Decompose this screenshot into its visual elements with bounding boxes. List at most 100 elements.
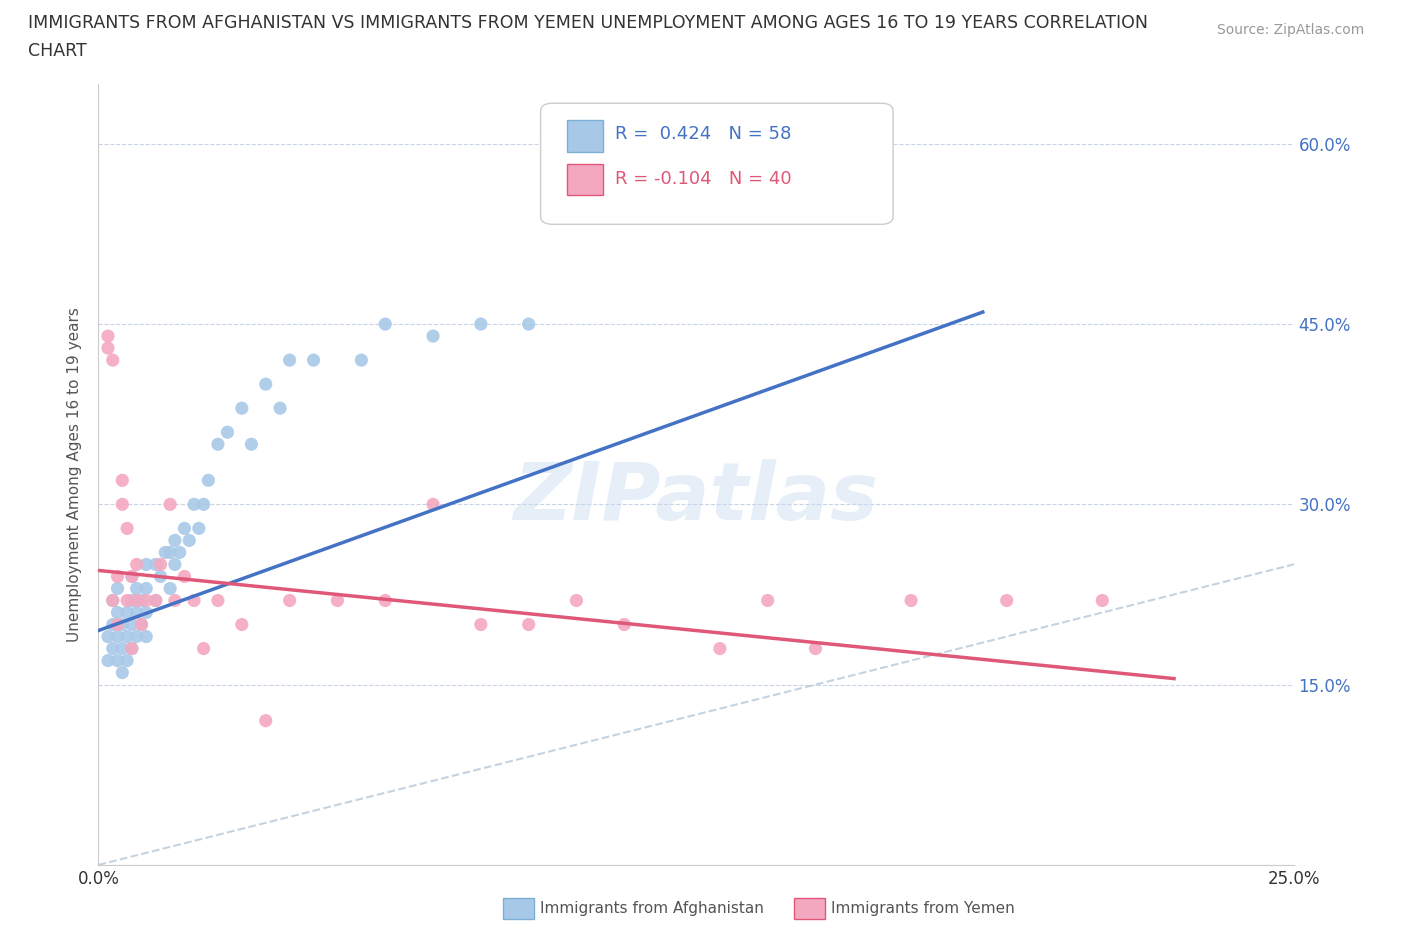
Point bbox=[169, 545, 191, 560]
Point bbox=[565, 593, 588, 608]
Point bbox=[470, 618, 492, 632]
Point bbox=[374, 316, 396, 331]
Point bbox=[217, 425, 239, 440]
Point bbox=[111, 641, 134, 656]
Point bbox=[173, 569, 195, 584]
FancyBboxPatch shape bbox=[541, 103, 893, 224]
Point bbox=[107, 569, 129, 584]
Point bbox=[125, 593, 148, 608]
Point bbox=[101, 618, 124, 632]
Point bbox=[101, 593, 124, 608]
Point bbox=[125, 605, 148, 620]
Point bbox=[163, 533, 186, 548]
Point bbox=[121, 641, 143, 656]
Point bbox=[145, 557, 167, 572]
Point bbox=[111, 472, 134, 487]
Point bbox=[135, 581, 157, 596]
Point bbox=[187, 521, 209, 536]
Point bbox=[207, 437, 229, 452]
Point bbox=[149, 569, 172, 584]
Text: R = -0.104   N = 40: R = -0.104 N = 40 bbox=[614, 169, 792, 188]
Point bbox=[115, 521, 138, 536]
Text: Immigrants from Yemen: Immigrants from Yemen bbox=[831, 901, 1015, 916]
Text: CHART: CHART bbox=[28, 42, 87, 60]
Point bbox=[163, 593, 186, 608]
Point bbox=[1091, 593, 1114, 608]
Point bbox=[101, 352, 124, 367]
Point bbox=[350, 352, 373, 367]
Point bbox=[155, 545, 177, 560]
Point bbox=[231, 618, 253, 632]
Point bbox=[125, 581, 148, 596]
Point bbox=[131, 618, 153, 632]
Point bbox=[107, 605, 129, 620]
Point bbox=[135, 605, 157, 620]
Point bbox=[278, 593, 301, 608]
Text: ZIPatlas: ZIPatlas bbox=[513, 458, 879, 537]
Point bbox=[101, 593, 124, 608]
Point bbox=[517, 316, 540, 331]
Point bbox=[97, 328, 120, 343]
Point bbox=[111, 497, 134, 512]
Point bbox=[131, 593, 153, 608]
Point bbox=[326, 593, 349, 608]
Point bbox=[254, 713, 277, 728]
Bar bbox=[567, 120, 603, 152]
Point bbox=[517, 618, 540, 632]
Point bbox=[107, 629, 129, 644]
Point bbox=[269, 401, 291, 416]
Point bbox=[101, 641, 124, 656]
Point bbox=[995, 593, 1018, 608]
Point bbox=[422, 328, 444, 343]
Point bbox=[107, 581, 129, 596]
Point bbox=[121, 569, 143, 584]
Point bbox=[115, 605, 138, 620]
Bar bbox=[567, 165, 603, 195]
Text: Immigrants from Afghanistan: Immigrants from Afghanistan bbox=[540, 901, 763, 916]
Point bbox=[125, 629, 148, 644]
Point bbox=[97, 340, 120, 355]
Point bbox=[97, 653, 120, 668]
Point bbox=[115, 629, 138, 644]
Point bbox=[121, 641, 143, 656]
Point bbox=[111, 618, 134, 632]
Point bbox=[121, 618, 143, 632]
Point bbox=[756, 196, 779, 211]
Y-axis label: Unemployment Among Ages 16 to 19 years: Unemployment Among Ages 16 to 19 years bbox=[67, 307, 83, 642]
Point bbox=[613, 618, 636, 632]
Point bbox=[709, 641, 731, 656]
Point bbox=[422, 497, 444, 512]
Point bbox=[240, 437, 263, 452]
Point bbox=[197, 472, 219, 487]
Point bbox=[115, 593, 138, 608]
Point bbox=[804, 641, 827, 656]
Point bbox=[163, 557, 186, 572]
Point bbox=[254, 377, 277, 392]
Point bbox=[231, 401, 253, 416]
Point bbox=[756, 593, 779, 608]
Point bbox=[135, 629, 157, 644]
Point bbox=[661, 196, 683, 211]
Point bbox=[183, 593, 205, 608]
Point bbox=[302, 352, 325, 367]
Point bbox=[207, 593, 229, 608]
Point bbox=[278, 352, 301, 367]
Point bbox=[121, 569, 143, 584]
Point bbox=[135, 557, 157, 572]
Point bbox=[159, 545, 181, 560]
Point bbox=[149, 557, 172, 572]
Point bbox=[107, 618, 129, 632]
Point bbox=[145, 593, 167, 608]
Point bbox=[115, 653, 138, 668]
Point bbox=[193, 641, 215, 656]
Point bbox=[159, 581, 181, 596]
Point bbox=[107, 653, 129, 668]
Point bbox=[159, 497, 181, 512]
Point bbox=[183, 497, 205, 512]
Point bbox=[135, 593, 157, 608]
Point bbox=[131, 618, 153, 632]
Point bbox=[173, 521, 195, 536]
Point bbox=[193, 497, 215, 512]
Point bbox=[179, 533, 201, 548]
Point bbox=[374, 593, 396, 608]
